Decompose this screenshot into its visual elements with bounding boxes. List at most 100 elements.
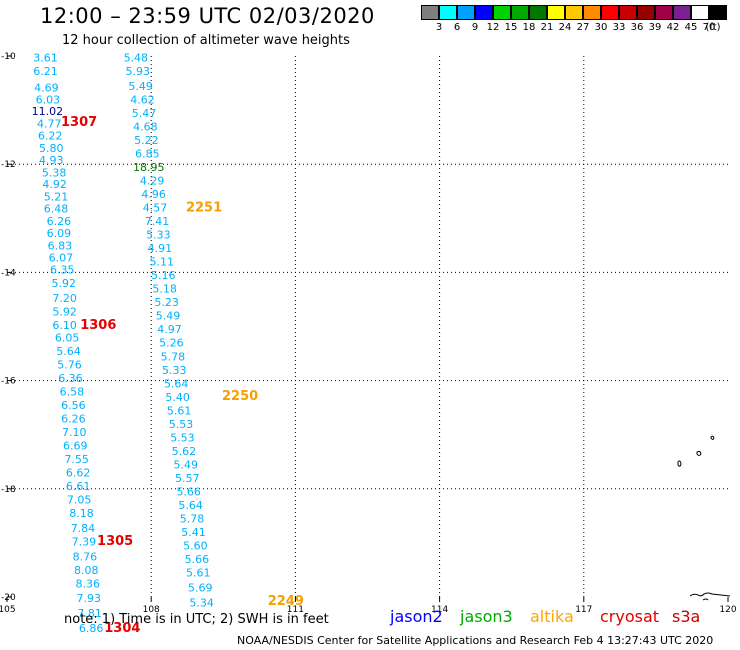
lat-tick-label: -12 xyxy=(1,160,16,170)
wave-height-value: 5.34 xyxy=(189,596,214,609)
wave-height-value: 6.09 xyxy=(47,227,72,240)
wave-height-value: 5.33 xyxy=(162,364,187,377)
wave-height-value: 5.93 xyxy=(125,65,150,78)
wave-height-value: 5.69 xyxy=(188,581,213,594)
wave-height-value: 4.62 xyxy=(130,93,155,106)
satellite-legend-item: jason3 xyxy=(460,607,513,626)
colorbar-label: 30 xyxy=(594,22,608,33)
wave-height-value: 8.76 xyxy=(73,550,98,563)
wave-height-value: 6.61 xyxy=(66,480,91,493)
colorbar-swatch xyxy=(421,5,439,20)
wave-height-value: 5.53 xyxy=(170,431,195,444)
coastline xyxy=(689,592,731,597)
wave-height-value: 7.39 xyxy=(72,535,97,548)
wave-height-value: 5.64 xyxy=(178,499,203,512)
colorbar-label: 18 xyxy=(522,22,536,33)
wave-height-value: 4.97 xyxy=(157,323,182,336)
wave-height-value: 7.84 xyxy=(71,522,96,535)
land-features xyxy=(677,435,731,601)
island-1 xyxy=(677,460,682,467)
wave-height-value: 5.80 xyxy=(39,142,64,155)
wave-height-value: 6.86 xyxy=(79,622,104,635)
wave-height-value: 6.05 xyxy=(55,331,80,344)
colorbar-swatch xyxy=(493,5,511,20)
wave-height-value: 5.92 xyxy=(51,277,76,290)
wave-height-value: 7.10 xyxy=(62,426,87,439)
lat-tick-label: -20 xyxy=(1,593,16,603)
wave-height-value: 6.48 xyxy=(44,203,69,216)
colorbar-label: 24 xyxy=(558,22,572,33)
colorbar-label: 42 xyxy=(666,22,680,33)
wave-height-value: 5.61 xyxy=(186,567,211,580)
wave-height-value: 5.48 xyxy=(124,52,149,65)
satellite-legend-item: s3a xyxy=(672,607,701,626)
lat-tick-label: -16 xyxy=(1,377,16,387)
wave-height-value: 5.41 xyxy=(181,526,206,539)
colorbar-label: 3 xyxy=(435,22,443,33)
wave-height-value: 6.22 xyxy=(38,130,63,143)
wave-height-value: 6.69 xyxy=(63,440,88,453)
colorbar-swatch xyxy=(529,5,547,20)
footer-note: note: 1) Time is in UTC; 2) SWH is in fe… xyxy=(64,612,329,627)
wave-height-value: 7.55 xyxy=(64,453,89,466)
wave-height-value: 5.16 xyxy=(151,269,176,282)
wave-height-value: 5.78 xyxy=(180,513,205,526)
wave-height-value: 6.03 xyxy=(36,93,61,106)
wave-height-value: 6.35 xyxy=(50,264,75,277)
wave-height-value: 4.77 xyxy=(37,118,62,131)
colorbar-label: 45 xyxy=(684,22,698,33)
wave-height-value: 5.49 xyxy=(156,310,181,323)
pass-time-label: 2249 xyxy=(268,594,304,609)
colorbar-label: 36 xyxy=(630,22,644,33)
wave-height-value: 5.23 xyxy=(154,296,179,309)
map-axes: 105 108 111 114 117 120 -10 -12 -14 -16 -18 -20 xyxy=(0,52,737,615)
wave-height-value: 5.66 xyxy=(185,553,210,566)
wave-height-value: 5.78 xyxy=(161,350,186,363)
pass-time-label: 2250 xyxy=(222,389,258,404)
colorbar-swatch xyxy=(475,5,493,20)
wave-height-value: 5.21 xyxy=(44,191,69,204)
lon-tick-label: 111 xyxy=(287,605,304,615)
wave-height-value: 7.93 xyxy=(76,592,101,605)
colorbar-swatch xyxy=(583,5,601,20)
wave-height-value: 5.61 xyxy=(167,404,192,417)
wave-height-value: 7.41 xyxy=(145,215,170,228)
colorbar-swatch xyxy=(637,5,655,20)
island-2 xyxy=(696,450,702,456)
wave-height-value: 6.58 xyxy=(60,385,85,398)
altimeter-track: 3.616.21 4.696.0311.024.776.225.804.935.3… xyxy=(32,52,104,635)
pass-time-label: 1307 xyxy=(61,115,97,130)
pass-time-labels: 1307 1306 1305 1304 2251 2250 2249 xyxy=(61,115,304,636)
lon-tick-label: 117 xyxy=(575,605,592,615)
wave-height-value: 5.60 xyxy=(183,540,208,553)
colorbar-swatch xyxy=(511,5,529,20)
wave-height-value: 4.92 xyxy=(42,178,67,191)
colorbar-label: 33 xyxy=(612,22,626,33)
altimeter-tracks: 3.616.214.696.0311.024.776.225.804.935.3… xyxy=(32,52,214,635)
wave-height-value: 4.93 xyxy=(39,154,64,167)
wave-height-value: 6.85 xyxy=(135,147,160,160)
wave-height-value: 5.49 xyxy=(128,80,153,93)
wave-height-value: 8.36 xyxy=(76,577,101,590)
island-3 xyxy=(710,435,715,440)
colorbar-swatch xyxy=(565,5,583,20)
lon-tick-label: 108 xyxy=(143,605,160,615)
colorbar-swatch xyxy=(439,5,457,20)
lat-tick-label: -10 xyxy=(1,52,16,62)
wave-height-value: 5.92 xyxy=(52,305,77,318)
colorbar-label: 70 xyxy=(702,22,716,33)
wave-height-value: 6.21 xyxy=(33,65,58,78)
colorbar-label: 9 xyxy=(471,22,479,33)
wave-height-value: 3.61 xyxy=(33,52,58,65)
wave-height-value: 5.76 xyxy=(57,358,82,371)
altimeter-track: 5.485.935.494.625.474.685.226.8518.954.2… xyxy=(124,52,214,610)
wave-height-value: 4.69 xyxy=(34,81,59,94)
map-subtitle: 12 hour collection of altimeter wave hei… xyxy=(62,33,350,48)
wave-height-value: 5.38 xyxy=(42,166,67,179)
wave-height-value: 11.02 xyxy=(32,105,64,118)
map-title: 12:00 – 23:59 UTC 02/03/2020 xyxy=(40,4,375,28)
map-grid xyxy=(7,56,728,597)
colorbar-label: 39 xyxy=(648,22,662,33)
wave-height-value: 6.56 xyxy=(61,399,86,412)
wave-height-value: 6.10 xyxy=(52,319,77,332)
